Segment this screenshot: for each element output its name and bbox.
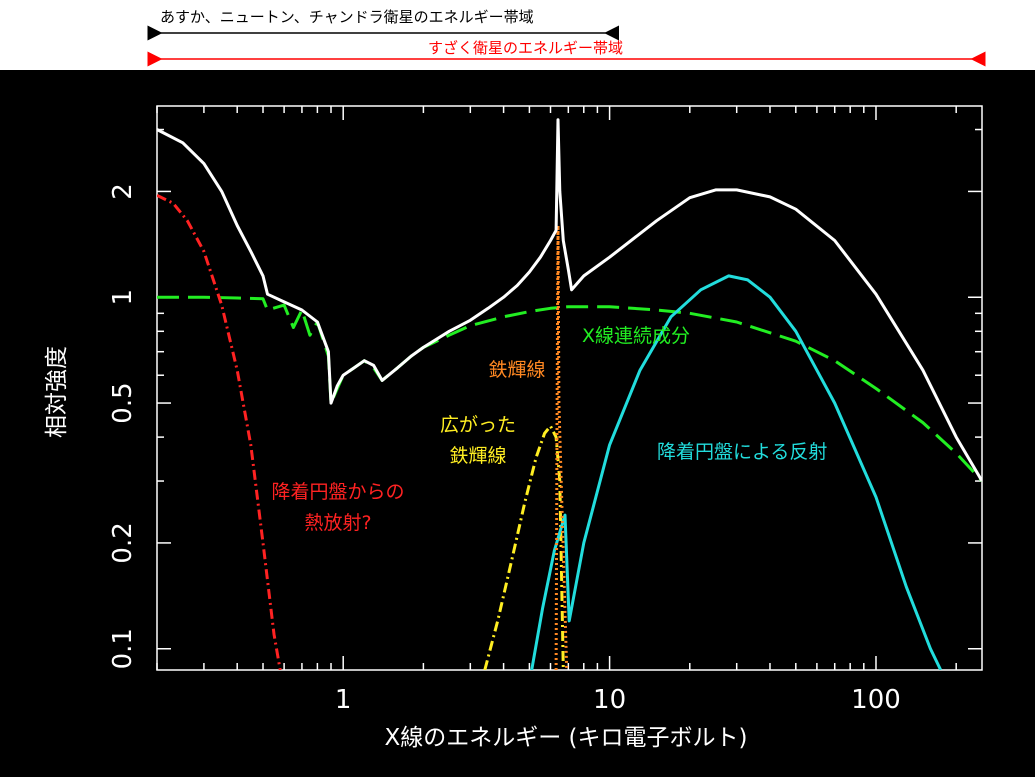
annotation-label: X線連続成分 [582,325,690,347]
series-line-4 [554,224,569,670]
y-tick-label: 2 [108,183,138,200]
chart-series [157,118,982,670]
chart-background [0,70,1035,777]
axis-ticks [156,106,982,670]
y-tick-label: 0.2 [108,522,138,563]
annotation-label: 降着円盤による反射 [657,441,827,463]
tick-labels: 1 10 100 0.1 0.2 0.5 1 2 [108,183,901,715]
series-line-5 [530,274,943,670]
y-tick-label: 0.1 [108,628,138,669]
x-axis-label: X線のエネルギー (キロ電子ボルト) [384,725,747,751]
x-tick-label: 10 [593,685,626,715]
y-axis-label: 相対強度 [44,346,70,438]
series-line-2 [157,193,282,670]
annotation-label: 鉄輝線 [488,359,545,381]
x-tick-label: 100 [851,685,901,715]
series-line-0 [157,118,982,482]
annotation-label: 熱放射? [304,512,371,534]
annotation-label: 広がった [440,414,516,436]
band-label-asuka: あすか、ニュートン、チャンドラ衛星のエネルギー帯域 [160,8,534,26]
y-tick-label: 0.5 [108,382,138,423]
y-tick-label: 1 [108,289,138,306]
plot-frame [156,105,983,671]
annotation-label: 降着円盤からの [271,481,404,503]
x-tick-label: 1 [335,685,352,715]
annotation-label: 鉄輝線 [449,445,506,467]
band-label-suzaku: すざく衛星のエネルギー帯域 [428,39,623,57]
